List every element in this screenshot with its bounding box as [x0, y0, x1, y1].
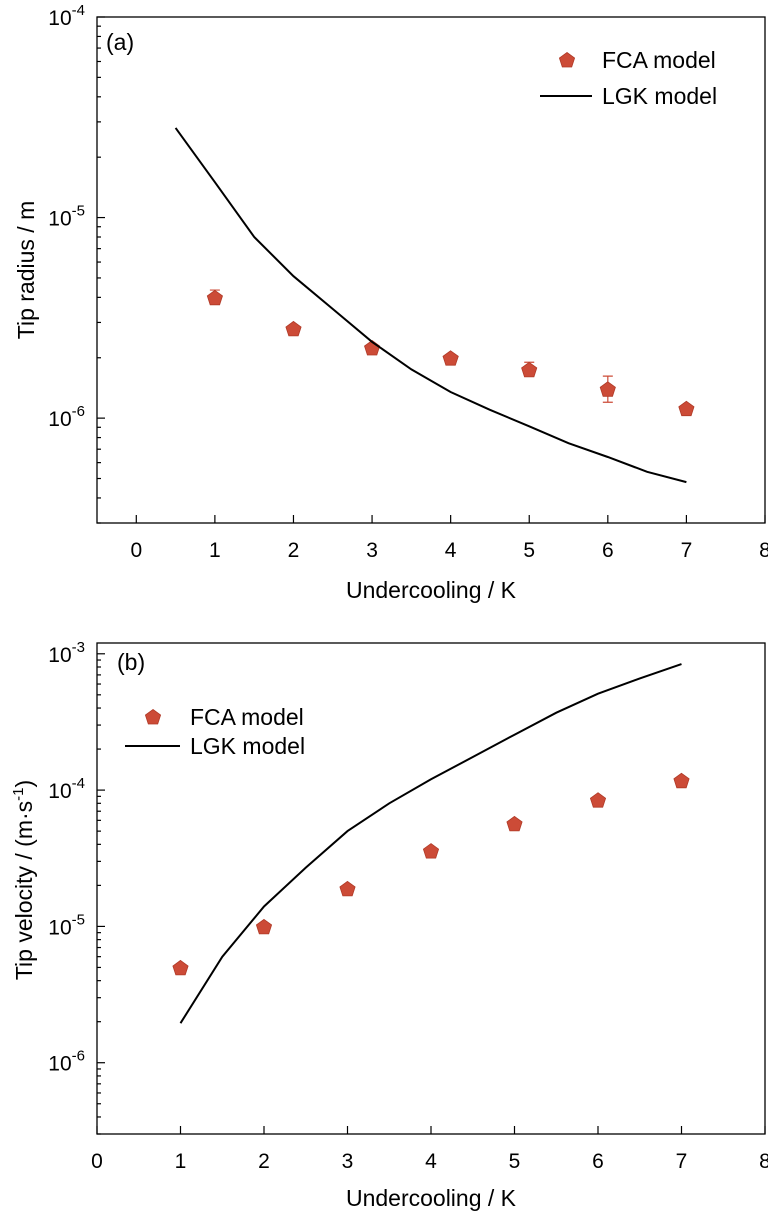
chart-a-frame — [96, 16, 766, 524]
chart-b-x-tick-label: 7 — [676, 1150, 688, 1173]
chart-a-x-axis: 0 1 2 3 4 5 6 7 8 — [130, 515, 768, 562]
chart-b-legend-lgk-label: LGK model — [190, 733, 305, 759]
chart-b-legend-fca-marker — [144, 709, 162, 725]
chart-a-x-tick-label: 6 — [602, 539, 614, 562]
chart-b-y-tick-label: 10-4 — [48, 775, 85, 803]
chart-b-y-tick-label: 10-5 — [48, 911, 85, 939]
chart-b-x-tick-label: 5 — [509, 1150, 521, 1173]
chart-a-x-tick-label: 0 — [130, 539, 142, 562]
chart-a-x-tick-label: 5 — [523, 539, 535, 562]
chart-a-legend-fca-label: FCA model — [602, 47, 716, 73]
chart-b-y-axis-title-sup: -1 — [10, 788, 27, 801]
chart-b: (b) 0 1 2 3 4 5 6 7 8 10-6 10-5 10-4 10-3 Undercool… — [10, 639, 768, 1211]
chart-b-x-tick-label: 0 — [91, 1150, 103, 1173]
chart-a-fca-point — [678, 400, 695, 417]
chart-b-fca-point — [506, 815, 523, 832]
chart-b-fca-point — [339, 880, 356, 897]
chart-b-y-axis: 10-6 10-5 10-4 10-3 — [48, 639, 105, 1135]
chart-b-lgk-line — [179, 663, 682, 1024]
chart-b-fca-point — [673, 772, 690, 789]
chart-b-fca-point — [255, 918, 273, 935]
chart-b-fca-point — [589, 792, 607, 808]
chart-b-y-axis-title-close: ) — [11, 780, 37, 788]
chart-a-x-tick-label: 4 — [445, 539, 457, 562]
chart-b-y-tick-label: 10-3 — [48, 639, 85, 667]
chart-b-panel-label: (b) — [117, 649, 145, 675]
chart-a-fca-point — [442, 350, 459, 366]
chart-a-fca-point — [521, 361, 538, 378]
chart-b-legend: FCA model LGK model — [125, 704, 305, 759]
chart-a-legend: FCA model LGK model — [540, 47, 717, 109]
chart-a-x-tick-label: 8 — [759, 539, 768, 562]
chart-a-y-tick-label: 10-6 — [48, 403, 85, 431]
chart-a-x-axis-title: Undercooling / K — [346, 577, 517, 603]
chart-b-y-axis-title: Tip velocity / (m·s-1) — [10, 780, 37, 980]
chart-b-x-tick-label: 4 — [425, 1150, 437, 1173]
chart-a-y-tick-label: 10-4 — [48, 2, 85, 30]
chart-b-x-tick-label: 1 — [175, 1150, 187, 1173]
chart-b-y-tick-label: 10-6 — [48, 1048, 85, 1076]
chart-a-legend-fca-marker — [558, 52, 576, 68]
chart-b-x-axis: 0 1 2 3 4 5 6 7 8 — [91, 1126, 768, 1173]
chart-a: (a) 0 1 2 3 4 5 6 7 8 10-6 10-5 10-4 Undercooling … — [13, 2, 768, 603]
chart-a-y-axis-title: Tip radius / m — [13, 201, 39, 339]
chart-a-x-tick-label: 3 — [366, 539, 378, 562]
chart-b-fca-point — [172, 959, 189, 976]
chart-a-fca-point — [206, 289, 223, 306]
chart-a-series — [174, 127, 695, 484]
chart-a-fca-point — [599, 381, 616, 397]
chart-a-y-axis: 10-6 10-5 10-4 — [48, 2, 105, 524]
chart-a-y-tick-label: 10-5 — [48, 203, 85, 231]
chart-a-x-tick-label: 2 — [288, 539, 300, 562]
chart-b-x-tick-label: 8 — [759, 1150, 768, 1173]
chart-b-x-axis-title: Undercooling / K — [346, 1185, 517, 1211]
chart-b-series — [172, 663, 690, 1024]
chart-a-fca-point — [285, 320, 302, 337]
chart-b-x-tick-label: 6 — [592, 1150, 604, 1173]
chart-b-fca-point — [422, 843, 440, 859]
chart-b-x-tick-label: 3 — [342, 1150, 354, 1173]
chart-b-y-axis-title-main: Tip velocity / (m·s — [11, 801, 37, 980]
chart-a-panel-label: (a) — [106, 29, 134, 55]
chart-a-x-tick-label: 7 — [681, 539, 693, 562]
chart-b-legend-fca-label: FCA model — [190, 704, 304, 730]
chart-b-x-tick-label: 2 — [258, 1150, 270, 1173]
chart-a-x-tick-label: 1 — [209, 539, 221, 562]
chart-a-legend-lgk-label: LGK model — [602, 83, 717, 109]
chart-a-lgk-line — [174, 127, 687, 484]
